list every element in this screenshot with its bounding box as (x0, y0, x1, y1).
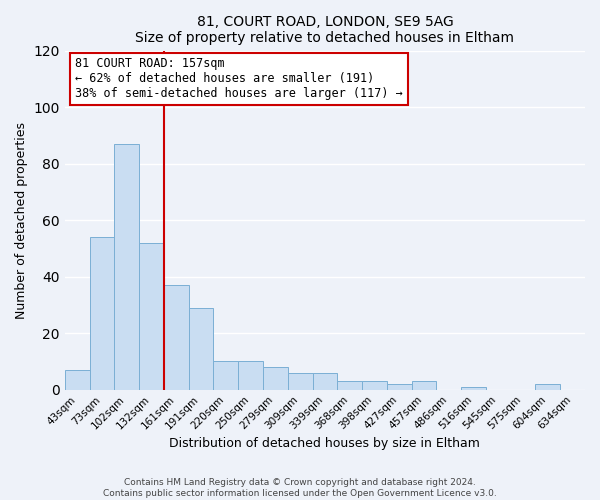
Title: 81, COURT ROAD, LONDON, SE9 5AG
Size of property relative to detached houses in : 81, COURT ROAD, LONDON, SE9 5AG Size of … (136, 15, 514, 45)
Bar (139, 242, 164, 390)
Y-axis label: Number of detached properties: Number of detached properties (15, 122, 28, 318)
Bar (65, 370, 89, 390)
Bar (115, 144, 139, 390)
Bar (337, 381, 362, 390)
Bar (188, 308, 214, 390)
Bar (387, 384, 412, 390)
Bar (263, 367, 288, 390)
Bar (362, 381, 387, 390)
Bar (164, 285, 188, 390)
Text: 81 COURT ROAD: 157sqm
← 62% of detached houses are smaller (191)
38% of semi-det: 81 COURT ROAD: 157sqm ← 62% of detached … (75, 58, 403, 100)
Text: Contains HM Land Registry data © Crown copyright and database right 2024.
Contai: Contains HM Land Registry data © Crown c… (103, 478, 497, 498)
Bar (535, 384, 560, 390)
Bar (412, 381, 436, 390)
Bar (461, 387, 486, 390)
Bar (313, 373, 337, 390)
Bar (288, 373, 313, 390)
Bar (214, 362, 238, 390)
Bar (238, 362, 263, 390)
X-axis label: Distribution of detached houses by size in Eltham: Distribution of detached houses by size … (169, 437, 481, 450)
Bar (89, 237, 115, 390)
